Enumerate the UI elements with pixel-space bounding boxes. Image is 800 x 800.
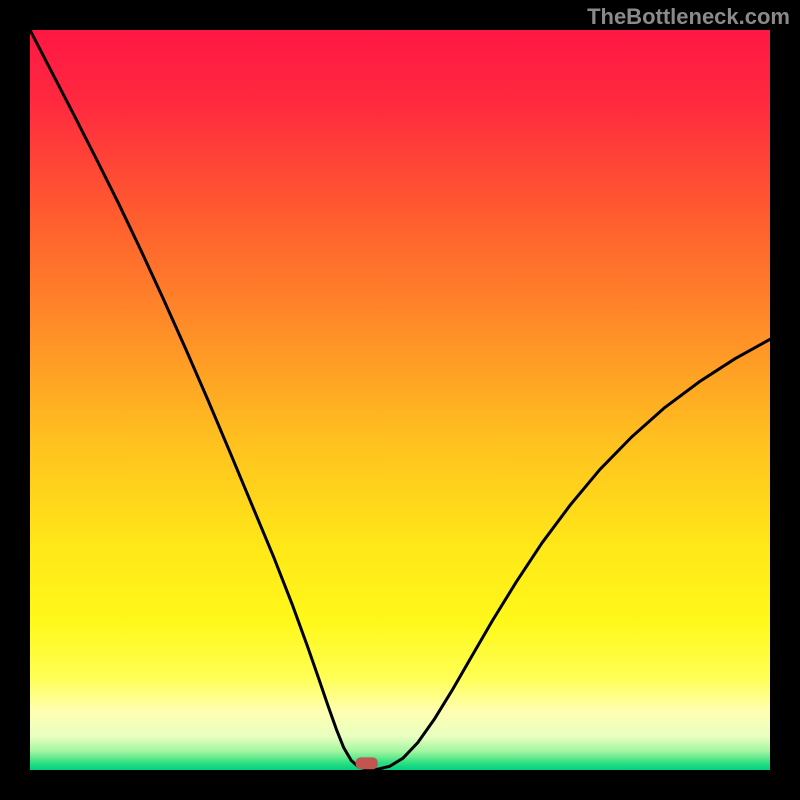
gradient-chart-svg	[30, 30, 770, 770]
minimum-marker	[356, 757, 378, 769]
watermark-text: TheBottleneck.com	[587, 4, 790, 30]
chart-frame: TheBottleneck.com	[0, 0, 800, 800]
gradient-background	[30, 30, 770, 770]
plot-area	[30, 30, 770, 770]
